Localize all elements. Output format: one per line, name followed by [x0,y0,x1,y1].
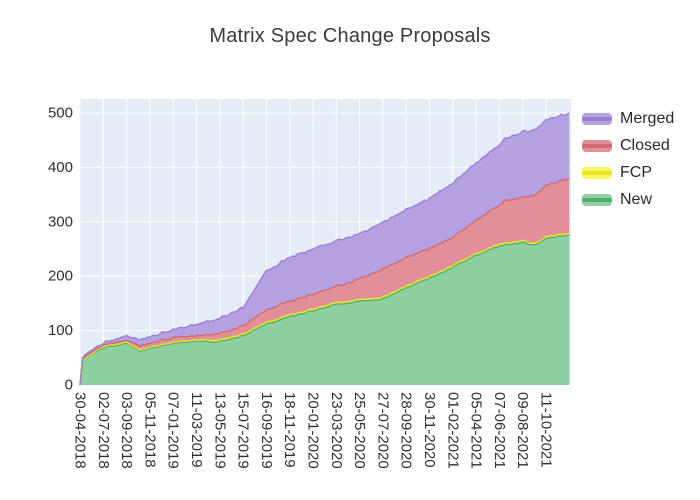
y-tick-label: 500 [48,105,73,122]
x-tick-label: 16-09-2019 [258,392,275,469]
x-tick-label: 28-09-2020 [398,392,415,469]
x-tick-label: 07-06-2021 [491,392,508,469]
area-new [80,234,570,385]
x-tick-label: 25-05-2020 [351,392,368,469]
legend-swatch [582,166,612,179]
x-tick-label: 02-07-2018 [95,392,112,469]
x-tick-label: 30-11-2020 [421,392,438,468]
x-tick-label: 07-01-2019 [165,392,182,469]
legend-swatch-line [582,170,612,175]
legend: Merged Closed FCP New [582,105,674,213]
x-tick-label: 20-01-2020 [305,392,322,469]
x-tick-label: 27-07-2020 [374,392,391,469]
x-tick-label: 01-02-2021 [444,392,461,469]
legend-item[interactable]: New [582,186,674,213]
legend-item[interactable]: FCP [582,159,674,186]
line-fcp [79,232,570,386]
x-tick-label: 30-04-2018 [72,392,89,469]
legend-label: Merged [620,109,675,127]
y-tick-label: 400 [48,159,73,176]
legend-swatch-line [582,197,612,202]
y-tick-label: 0 [65,377,73,394]
legend-item[interactable]: Closed [582,132,674,159]
legend-label: New [620,190,653,208]
legend-label: Closed [620,136,670,154]
line-closed [79,177,570,386]
legend-swatch [582,193,612,206]
chart-title: Matrix Spec Change Proposals [209,25,491,47]
x-tick-label: 13-05-2019 [211,392,228,469]
legend-swatch [582,112,612,125]
y-tick-label: 100 [48,322,73,339]
legend-label: FCP [620,163,652,181]
legend-swatch-line [582,143,612,148]
x-tick-label: 18-11-2019 [281,392,298,468]
x-tick-label: 05-04-2021 [468,392,485,469]
y-tick-label: 200 [48,268,73,285]
line-merged [79,112,570,386]
legend-swatch [582,139,612,152]
x-tick-label: 03-09-2018 [118,392,135,469]
legend-swatch-line [582,116,612,121]
x-tick-label: 23-03-2020 [328,392,345,469]
x-tick-label: 11-03-2019 [188,392,205,468]
area-merged [80,113,570,385]
x-tick-label: 11-10-2021 [538,392,555,468]
legend-item[interactable]: Merged [582,105,674,132]
x-tick-label: 05-11-2018 [141,392,158,468]
area-closed [80,178,570,385]
x-tick-label: 09-08-2021 [514,392,531,469]
x-tick-label: 15-07-2019 [235,392,252,469]
line-new [79,234,570,386]
y-tick-label: 300 [48,213,73,230]
